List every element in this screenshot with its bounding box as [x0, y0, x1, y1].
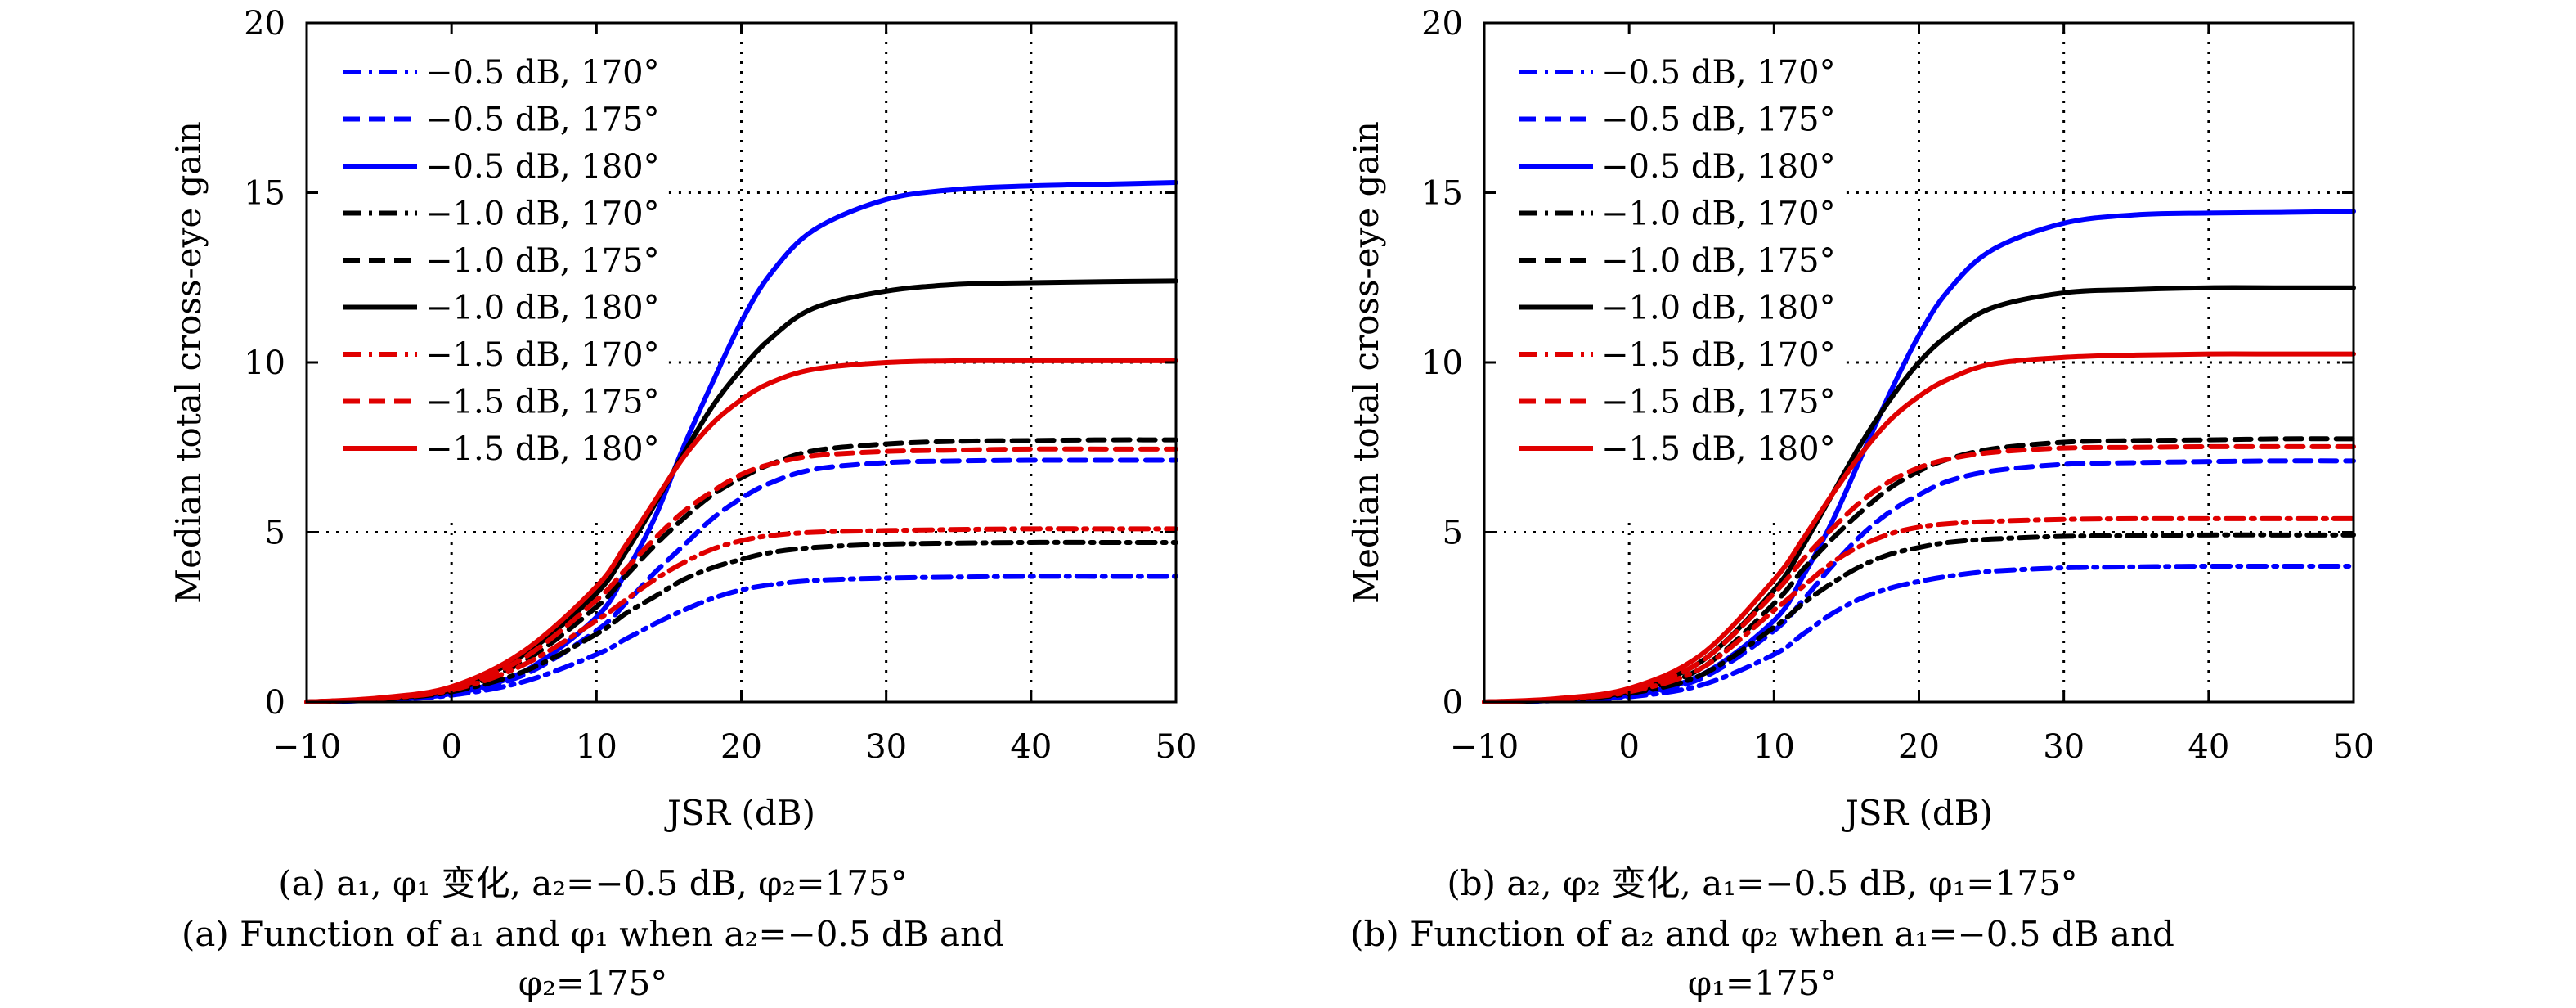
series-line	[1482, 351, 2356, 704]
legend-label: −0.5 dB, 170°	[425, 54, 660, 92]
x-tick-label: 40	[1010, 728, 1052, 766]
y-tick-label: 5	[1443, 515, 1463, 552]
legend-label: −1.5 dB, 175°	[425, 384, 660, 421]
series-line	[1482, 443, 2356, 704]
y-tick-label: 20	[1421, 5, 1463, 43]
chart-panel-1: −10 0 10 20 30 40 50 0 5 10 15 20 JSR (dB) Median tot…	[1346, 5, 2374, 833]
y-tick-label: 5	[265, 515, 285, 552]
y-axis-label: Median total cross-eye gain	[1346, 121, 1386, 604]
y-tick-label: 0	[1443, 684, 1463, 722]
legend-label: −1.0 dB, 175°	[425, 242, 660, 280]
series-line	[1482, 563, 2356, 704]
series-line	[1482, 515, 2356, 704]
caption-b-en: (b) Function of a₂ and φ₂ when a₁=−0.5 d…	[1350, 914, 2174, 1003]
chart-panel-0: −10 0 10 20 30 40 50 0 5 10 15 20 JSR (dB) Median tot…	[168, 5, 1196, 833]
x-tick-label: 50	[2333, 728, 2375, 766]
x-tick-label: 50	[1156, 728, 1197, 766]
legend-label: −1.0 dB, 180°	[425, 290, 660, 327]
series-line	[1482, 532, 2356, 704]
legend-label: −0.5 dB, 180°	[425, 148, 660, 186]
series-line	[304, 446, 1178, 704]
x-tick-label: 20	[1898, 728, 1940, 766]
x-axis-label: JSR (dB)	[664, 793, 815, 833]
series-line	[304, 358, 1178, 704]
legend-label: −1.5 dB, 175°	[1601, 384, 1836, 421]
x-tick-label: 0	[441, 728, 461, 766]
legend-label: −1.5 dB, 180°	[1601, 430, 1836, 468]
x-tick-label: 20	[720, 728, 762, 766]
series-line	[304, 574, 1178, 704]
x-tick-label: 30	[2043, 728, 2085, 766]
x-tick-label: 30	[865, 728, 907, 766]
y-tick-label: 20	[244, 5, 285, 43]
series-line	[304, 539, 1178, 704]
y-tick-label: 0	[265, 684, 285, 722]
y-tick-label: 15	[244, 175, 285, 213]
legend-label: −0.5 dB, 170°	[1601, 54, 1836, 92]
legend-label: −1.5 dB, 170°	[1601, 336, 1836, 374]
y-tick-label: 15	[1421, 175, 1463, 213]
series-line	[304, 526, 1178, 704]
x-axis-label: JSR (dB)	[1842, 793, 1993, 833]
legend-label: −1.0 dB, 180°	[1601, 290, 1836, 327]
y-tick-label: 10	[244, 344, 285, 382]
legend-label: −0.5 dB, 175°	[425, 101, 660, 139]
x-tick-label: 0	[1618, 728, 1639, 766]
y-tick-label: 10	[1421, 344, 1463, 382]
x-tick-label: −10	[1450, 728, 1519, 766]
x-tick-label: −10	[272, 728, 341, 766]
x-tick-label: 10	[576, 728, 617, 766]
legend-label: −0.5 dB, 180°	[1601, 148, 1836, 186]
legend-label: −1.0 dB, 170°	[1601, 196, 1836, 233]
caption-b-cn: (b) a₂, φ₂ 变化, a₁=−0.5 dB, φ₁=175°	[1447, 863, 2078, 903]
x-tick-label: 10	[1753, 728, 1795, 766]
legend-label: −1.0 dB, 175°	[1601, 242, 1836, 280]
x-tick-label: 40	[2188, 728, 2229, 766]
legend-label: −1.5 dB, 170°	[425, 336, 660, 374]
legend-label: −0.5 dB, 175°	[1601, 101, 1836, 139]
caption-a-cn: (a) a₁, φ₁ 变化, a₂=−0.5 dB, φ₂=175°	[278, 863, 908, 903]
series-line	[304, 457, 1178, 704]
caption-a-en: (a) Function of a₁ and φ₁ when a₂=−0.5 d…	[182, 914, 1004, 1003]
y-axis-label: Median total cross-eye gain	[168, 121, 209, 604]
legend-label: −1.0 dB, 170°	[425, 196, 660, 233]
legend-label: −1.5 dB, 180°	[425, 430, 660, 468]
